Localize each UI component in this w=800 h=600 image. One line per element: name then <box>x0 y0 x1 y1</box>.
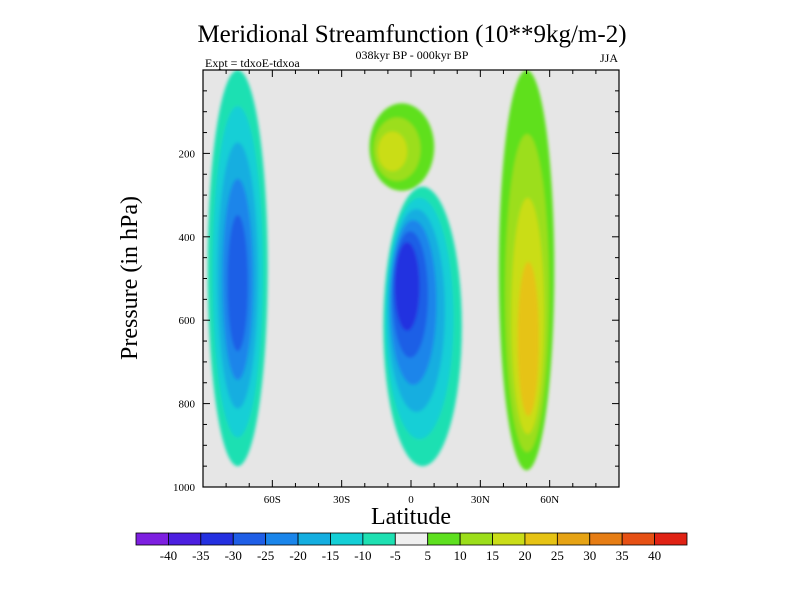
colorbar-swatch <box>297 532 331 546</box>
colorbar-label: -10 <box>354 548 371 563</box>
colorbar-swatch <box>362 532 396 546</box>
x-tick-label: 60N <box>540 494 559 506</box>
colorbar-swatch <box>524 532 558 546</box>
x-axis-label: Latitude <box>371 504 451 530</box>
colorbar-label: 30 <box>583 548 596 563</box>
colorbar-label: 15 <box>486 548 499 563</box>
colorbar: -40 -35 -30 -25 -20 -15 -10 -5 5 10 15 20 25 30 35 40 <box>135 532 688 563</box>
x-tick-label: 0 <box>408 494 414 506</box>
colorbar-label: 40 <box>648 548 661 563</box>
contour-level-3-3 <box>377 131 408 172</box>
colorbar-swatch <box>232 532 267 546</box>
y-tick-label: 800 <box>179 399 196 411</box>
colorbar-label: 25 <box>551 548 564 563</box>
colorbar-swatch <box>459 532 493 546</box>
season-label: JJA <box>600 51 618 65</box>
colorbar-label: 35 <box>616 548 629 563</box>
x-tick-label: 30S <box>333 494 350 506</box>
colorbar-label: -35 <box>192 548 209 563</box>
colorbar-label: -40 <box>160 548 177 563</box>
colorbar-swatch <box>654 532 688 546</box>
colorbar-label: 5 <box>424 548 431 563</box>
colorbar-swatch <box>492 532 526 546</box>
y-tick-label: 600 <box>179 315 196 327</box>
colorbar-swatch <box>427 532 461 546</box>
y-axis-label: Pressure (in hPa) <box>117 196 143 360</box>
colorbar-swatch <box>135 532 169 546</box>
colorbar-label: -15 <box>322 548 339 563</box>
colorbar-swatch <box>621 532 655 546</box>
colorbar-swatch <box>556 532 591 546</box>
x-tick-label: 30N <box>471 494 490 506</box>
colorbar-swatch <box>265 532 299 546</box>
colorbar-label: 10 <box>454 548 467 563</box>
colorbar-label: -5 <box>390 548 401 563</box>
chart-subtitle: 038kyr BP - 000kyr BP <box>356 48 469 62</box>
colorbar-swatch <box>168 532 202 546</box>
colorbar-swatch <box>200 532 234 546</box>
contour-level-2-6 <box>394 242 420 331</box>
axis-ticks: 60S 30S 0 30N 60N 200 400 600 800 1000 <box>173 70 619 506</box>
y-tick-label: 200 <box>179 148 196 160</box>
colorbar-label: -20 <box>289 548 306 563</box>
contour-fill-layer <box>207 70 555 471</box>
experiment-label: Expt = tdxoE-tdxoa <box>205 56 300 70</box>
colorbar-swatch <box>589 532 623 546</box>
y-tick-label: 400 <box>179 232 196 244</box>
colorbar-swatch <box>394 532 429 546</box>
colorbar-swatch <box>330 532 364 546</box>
contour-level-1-5 <box>227 215 248 352</box>
contour-level-4-4 <box>517 261 539 417</box>
x-tick-label: 60S <box>264 494 281 506</box>
y-tick-label: 1000 <box>173 482 196 494</box>
chart-title: Meridional Streamfunction (10**9kg/m-2) <box>197 21 626 48</box>
colorbar-label: 20 <box>518 548 531 563</box>
colorbar-label: -30 <box>225 548 242 563</box>
colorbar-label: -25 <box>257 548 274 563</box>
